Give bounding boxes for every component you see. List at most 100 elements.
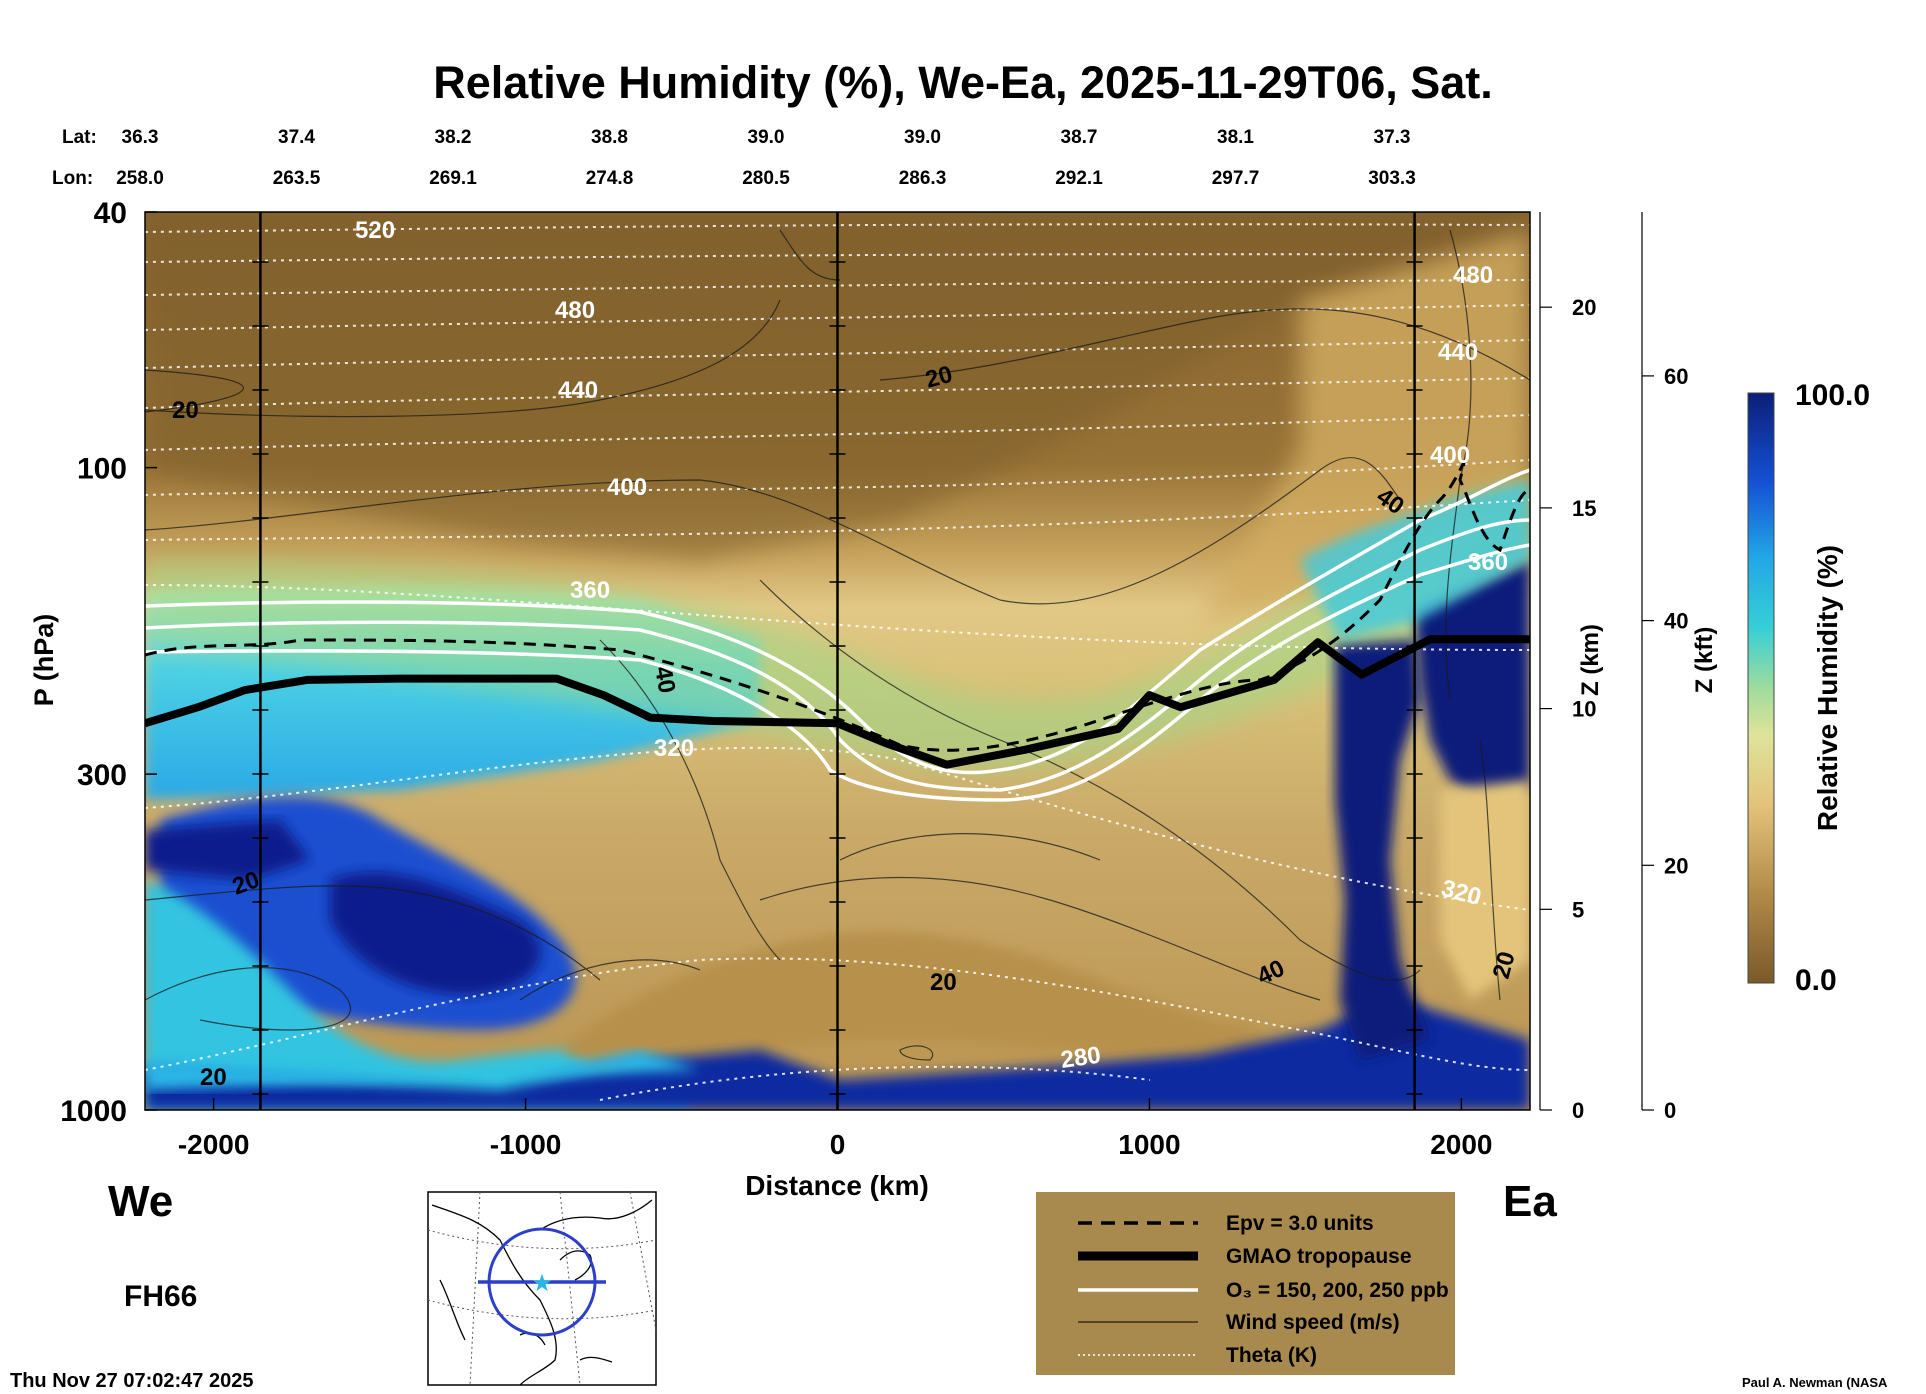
theta-line [145,584,1530,651]
legend-tropopause-label: GMAO tropopause [1226,1245,1412,1268]
theta-line [145,223,1530,233]
graticule-line [427,1299,657,1320]
z-kft-axis: 0 20 40 60 [1641,212,1688,1123]
epv-dashed-line [145,461,1530,752]
lat-value: 38.2 [435,127,472,148]
colorbar-gradient [1747,392,1775,984]
wind-contour [145,369,244,413]
coastline-path [539,1199,653,1231]
lon-value: 280.5 [742,168,790,189]
lat-value: 36.3 [122,127,159,148]
theta-label: 440 [558,377,598,404]
saturated-patch-far-left [145,820,310,880]
west-label: We [108,1177,173,1226]
ozone-contour [145,468,1530,775]
z-km-tick-label: 0 [1572,1098,1584,1123]
lon-value: 274.8 [586,168,634,189]
colorbar-max-label: 100.0 [1795,379,1870,412]
wind-label: 20 [200,1064,227,1091]
legend-epv-label: Epv = 3.0 units [1226,1212,1374,1235]
lat-value: 37.3 [1374,127,1411,148]
legend-wind-label: Wind speed (m/s) [1226,1311,1400,1334]
wind-contour [145,967,352,1031]
theta-label: 360 [1468,549,1508,576]
pressure-tick-label: 40 [94,197,127,230]
lat-value: 38.1 [1217,127,1254,148]
wind-label: 40 [649,664,680,695]
pressure-tick-label: 1000 [60,1095,127,1128]
wind-contour [759,876,1321,1001]
dry-pocket-right [1440,780,1530,1000]
theta-line [145,414,1530,451]
z-kft-tick-label: 20 [1664,853,1688,878]
lat-value: 39.0 [904,127,941,148]
theta-contours [145,223,1530,1101]
x-axis-title: Distance (km) [745,1170,929,1201]
credit: Paul A. Newman (NASA [1742,1375,1888,1390]
coastline-path [579,1356,613,1363]
z-km-axis: 0 5 10 15 20 [1539,212,1596,1123]
wind-contour [145,885,601,981]
lat-value: 38.8 [591,127,628,148]
z-km-tick-label: 20 [1572,295,1596,320]
moist-region-lower-left [145,880,690,1110]
z-km-tick-label: 10 [1572,697,1596,722]
theta-label: 440 [1438,339,1478,366]
wind-speed-contours [145,229,1530,1061]
z-km-axis-title: Z (km) [1577,624,1604,696]
pressure-tick-label: 100 [77,453,127,486]
gmao-tropopause-line [145,635,1530,769]
graticule-line [427,1229,657,1250]
lon-value: 297.7 [1212,168,1260,189]
lat-prefix: Lat: [62,127,97,148]
colorbar-min-label: 0.0 [1795,964,1837,997]
lon-value: 286.3 [899,168,947,189]
theta-line [145,304,1530,331]
timestamp: Thu Nov 27 07:02:47 2025 [10,1370,253,1392]
wind-contour [145,457,1401,605]
wind-contour [899,1045,934,1061]
lon-prefix: Lon: [52,168,93,189]
transition-band [145,480,1530,770]
contour-labels: 520 480 480 440 440 400 400 360 360 320 … [172,217,1521,1091]
pressure-axis: 40 100 300 1000 [60,197,157,1128]
inset-map-frame [427,1191,657,1386]
wind-contour [779,229,841,281]
section-center-star-icon: ★ [531,1270,553,1297]
wind-contour [1479,739,1501,1001]
theta-label: 520 [355,217,395,244]
east-label: Ea [1503,1177,1557,1226]
legend: Epv = 3.0 units GMAO tropopause O₃ = 150… [1036,1192,1455,1375]
theta-label: 320 [654,735,694,762]
z-kft-axis-title: Z (kft) [1691,627,1718,694]
coastline-path [431,1204,557,1386]
saturated-column-right [1335,640,1430,1060]
lon-value: 263.5 [273,168,321,189]
theta-label: 280 [1059,1042,1102,1074]
y-axis-title: P (hPa) [29,614,59,707]
colorbar: 100.0 0.0 Relative Humidity (%) [1747,379,1870,997]
ozone-contour [145,543,1530,802]
graticule-line [559,1191,581,1386]
graticule-line [469,1191,481,1386]
theta-line [145,279,1530,296]
theta-label: 360 [570,577,610,604]
z-kft-tick-label: 40 [1664,609,1688,634]
lat-lon-header: Lat: Lon: 36.3 258.0 37.4 263.5 38.2 269.1 38.… [52,127,1416,189]
z-km-tick-label: 15 [1572,496,1596,521]
wind-contour [839,833,1101,861]
theta-label: 480 [1453,262,1493,289]
map-graticule [427,1191,657,1386]
ozone-contour [145,518,1530,792]
x-tick-label: 2000 [1430,1129,1492,1160]
lat-lon-marker-lines [252,212,1423,1110]
theta-line [145,459,1530,496]
lon-value: 258.0 [116,168,164,189]
wind-contour [519,959,701,1001]
x-axis: -2000 -1000 0 1000 2000 [178,1098,1493,1160]
dry-wedge-lower-middle [560,932,1260,1070]
plot-area: 520 480 480 440 440 400 400 360 360 320 … [145,212,1530,1110]
z-kft-tick-label: 60 [1664,364,1688,389]
lat-value: 37.4 [278,127,315,148]
pressure-tick-label: 300 [77,759,127,792]
